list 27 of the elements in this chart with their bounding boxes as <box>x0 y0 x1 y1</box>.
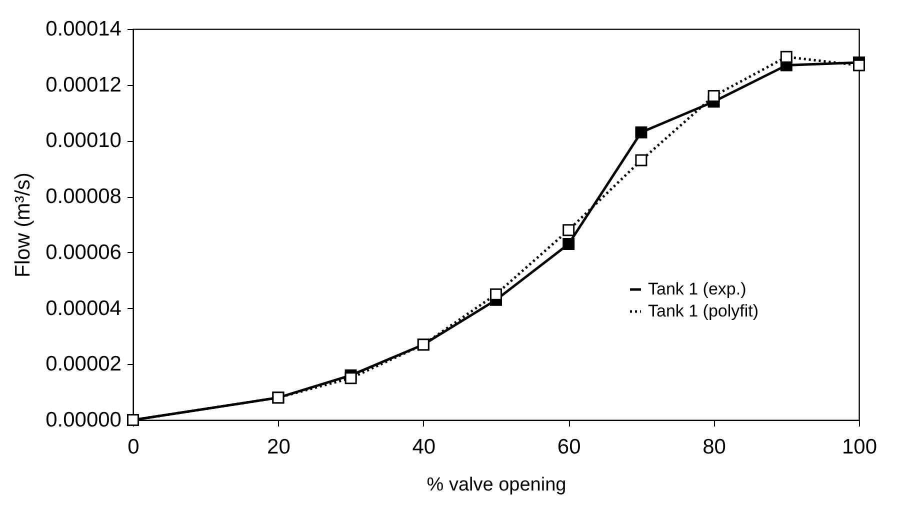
y-tick-label: 0.00000 <box>46 408 122 432</box>
y-tick-label: 0.00008 <box>46 185 122 208</box>
point <box>635 154 648 166</box>
y-tick-label: 0.00010 <box>46 129 122 152</box>
point <box>708 90 720 102</box>
y-axis-title: Flow (m³/s) <box>12 172 35 278</box>
legend-label: Tank 1 (polyfit) <box>648 302 759 320</box>
y-tick-label: 0.00004 <box>46 296 122 320</box>
y-tick-label: 0.00002 <box>46 352 122 376</box>
legend-label: Tank 1 (exp.) <box>648 280 746 298</box>
point <box>635 126 648 138</box>
point <box>780 50 792 63</box>
x-tick-label: 0 <box>128 436 140 458</box>
point <box>562 224 575 236</box>
point <box>344 372 357 384</box>
x-tick-label: 40 <box>412 436 436 458</box>
x-tick-label: 80 <box>702 436 726 458</box>
y-tick-label: 0.00006 <box>46 240 122 264</box>
x-tick-label: 60 <box>557 436 581 458</box>
y-tick-label: 0.00014 <box>46 18 122 40</box>
point <box>562 238 575 250</box>
x-axis-title: % valve opening <box>426 474 566 496</box>
x-tick-label: 20 <box>267 436 290 458</box>
point <box>853 59 865 72</box>
x-tick-label: 100 <box>842 436 878 458</box>
point <box>490 288 502 300</box>
y-tick-label: 0.00012 <box>46 73 122 96</box>
